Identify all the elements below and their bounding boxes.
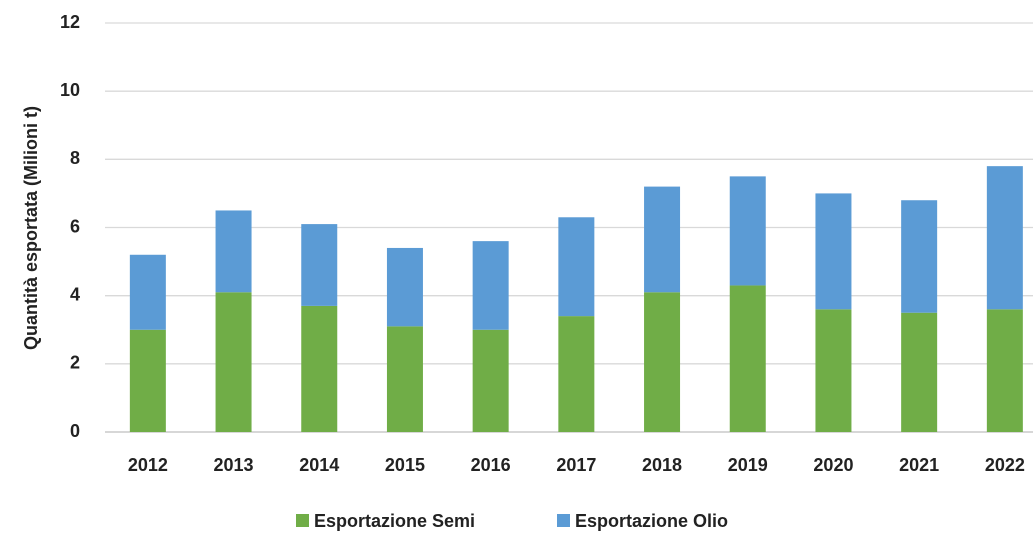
bar-segment — [901, 312, 938, 432]
bar-segment — [386, 247, 423, 327]
y-tick-label: 0 — [70, 421, 80, 441]
bar-segment — [986, 309, 1023, 432]
x-tick-label: 2022 — [985, 455, 1025, 475]
bar-segment — [472, 241, 509, 330]
bar-segment — [558, 217, 595, 317]
y-axis-label: Quantità esportata (Milioni t) — [21, 106, 41, 350]
legend-label: Esportazione Semi — [314, 511, 475, 531]
bar-segment — [129, 329, 166, 432]
bar-segment — [386, 326, 423, 432]
bar-segment — [986, 166, 1023, 310]
bar-segment — [729, 176, 766, 286]
x-tick-label: 2014 — [299, 455, 339, 475]
y-tick-label: 12 — [60, 12, 80, 32]
bar-segment — [215, 210, 252, 293]
bar-segment — [129, 254, 166, 330]
bar-segment — [644, 292, 681, 432]
bar-segment — [301, 305, 338, 432]
x-tick-label: 2016 — [471, 455, 511, 475]
x-tick-label: 2020 — [813, 455, 853, 475]
x-tick-label: 2013 — [214, 455, 254, 475]
y-tick-label: 2 — [70, 353, 80, 373]
legend-label: Esportazione Olio — [575, 511, 728, 531]
bar-segment — [815, 193, 852, 310]
x-tick-label: 2021 — [899, 455, 939, 475]
bar-segment — [558, 316, 595, 432]
bar-segment — [644, 186, 681, 293]
bar-segment — [215, 292, 252, 432]
y-tick-label: 8 — [70, 148, 80, 168]
bar-segment — [472, 329, 509, 432]
legend-swatch — [557, 514, 570, 527]
x-tick-label: 2012 — [128, 455, 168, 475]
bar-segment — [729, 285, 766, 432]
bar-segment — [815, 309, 852, 432]
bar-segment — [301, 224, 338, 306]
x-tick-label: 2019 — [728, 455, 768, 475]
x-tick-label: 2017 — [556, 455, 596, 475]
y-tick-label: 10 — [60, 80, 80, 100]
y-tick-label: 4 — [70, 284, 80, 304]
legend-swatch — [296, 514, 309, 527]
x-tick-label: 2018 — [642, 455, 682, 475]
x-tick-label: 2015 — [385, 455, 425, 475]
bar-segment — [901, 200, 938, 313]
y-tick-label: 6 — [70, 216, 80, 236]
